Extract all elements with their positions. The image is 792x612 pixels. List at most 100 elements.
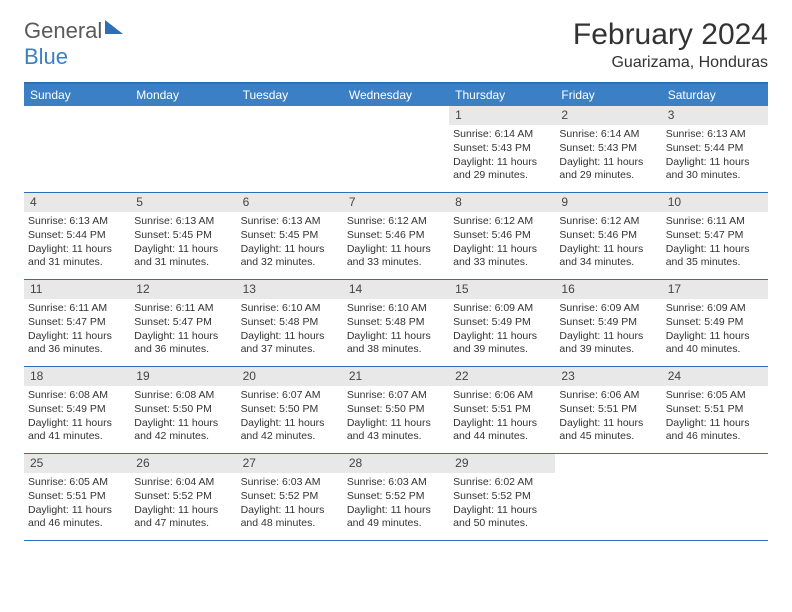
daylight-line: Daylight: 11 hours and 31 minutes. [28,243,126,269]
day-info: Sunrise: 6:14 AMSunset: 5:43 PMDaylight:… [453,128,551,183]
sunset-line: Sunset: 5:44 PM [28,229,126,242]
day-cell [24,106,130,192]
day-number: 10 [662,193,768,212]
sunrise-line: Sunrise: 6:06 AM [453,389,551,402]
sunset-line: Sunset: 5:47 PM [28,316,126,329]
day-number: 24 [662,367,768,386]
week-row: 18Sunrise: 6:08 AMSunset: 5:49 PMDayligh… [24,367,768,454]
day-number: 9 [555,193,661,212]
day-number: 19 [130,367,236,386]
week-row: 4Sunrise: 6:13 AMSunset: 5:44 PMDaylight… [24,193,768,280]
logo-text-gray: General [24,18,102,43]
daylight-line: Daylight: 11 hours and 48 minutes. [241,504,339,530]
sunrise-line: Sunrise: 6:03 AM [347,476,445,489]
sunset-line: Sunset: 5:50 PM [241,403,339,416]
weekday-label: Tuesday [237,84,343,106]
day-number: 26 [130,454,236,473]
sunrise-line: Sunrise: 6:12 AM [347,215,445,228]
day-info: Sunrise: 6:10 AMSunset: 5:48 PMDaylight:… [241,302,339,357]
day-cell: 28 Sunrise: 6:03 AMSunset: 5:52 PMDayligh… [343,454,449,540]
daylight-line: Daylight: 11 hours and 35 minutes. [666,243,764,269]
weeks-container: 1Sunrise: 6:14 AMSunset: 5:43 PMDaylight… [24,106,768,541]
day-number: 15 [449,280,555,299]
daylight-line: Daylight: 11 hours and 39 minutes. [559,330,657,356]
daylight-line: Daylight: 11 hours and 39 minutes. [453,330,551,356]
sunset-line: Sunset: 5:48 PM [347,316,445,329]
sunrise-line: Sunrise: 6:11 AM [666,215,764,228]
sunrise-line: Sunrise: 6:09 AM [666,302,764,315]
day-info: Sunrise: 6:12 AMSunset: 5:46 PMDaylight:… [453,215,551,270]
day-cell: 29Sunrise: 6:02 AMSunset: 5:52 PMDayligh… [449,454,555,540]
day-info: Sunrise: 6:02 AMSunset: 5:52 PMDaylight:… [453,476,551,531]
day-info: Sunrise: 6:05 AMSunset: 5:51 PMDaylight:… [666,389,764,444]
day-cell: 4Sunrise: 6:13 AMSunset: 5:44 PMDaylight… [24,193,130,279]
sunrise-line: Sunrise: 6:05 AM [666,389,764,402]
sunset-line: Sunset: 5:52 PM [453,490,551,503]
sunrise-line: Sunrise: 6:07 AM [347,389,445,402]
day-number: 28 [343,454,449,473]
daylight-line: Daylight: 11 hours and 44 minutes. [453,417,551,443]
week-row: 1Sunrise: 6:14 AMSunset: 5:43 PMDaylight… [24,106,768,193]
day-number: 16 [555,280,661,299]
day-cell: 13Sunrise: 6:10 AMSunset: 5:48 PMDayligh… [237,280,343,366]
daylight-line: Daylight: 11 hours and 30 minutes. [666,156,764,182]
day-number: 8 [449,193,555,212]
sunset-line: Sunset: 5:46 PM [347,229,445,242]
sunset-line: Sunset: 5:47 PM [134,316,232,329]
sunset-line: Sunset: 5:50 PM [134,403,232,416]
day-cell: 26Sunrise: 6:04 AMSunset: 5:52 PMDayligh… [130,454,236,540]
day-info: Sunrise: 6:11 AMSunset: 5:47 PMDaylight:… [666,215,764,270]
daylight-line: Daylight: 11 hours and 43 minutes. [347,417,445,443]
daylight-line: Daylight: 11 hours and 38 minutes. [347,330,445,356]
day-cell: 19Sunrise: 6:08 AMSunset: 5:50 PMDayligh… [130,367,236,453]
daylight-line: Daylight: 11 hours and 29 minutes. [559,156,657,182]
daylight-line: Daylight: 11 hours and 42 minutes. [241,417,339,443]
sunrise-line: Sunrise: 6:14 AM [559,128,657,141]
logo-text-blue: Blue [24,44,68,69]
day-info: Sunrise: 6:10 AMSunset: 5:48 PMDaylight:… [347,302,445,357]
sunset-line: Sunset: 5:49 PM [28,403,126,416]
day-info: Sunrise: 6:06 AMSunset: 5:51 PMDaylight:… [453,389,551,444]
day-number: 14 [343,280,449,299]
sunset-line: Sunset: 5:44 PM [666,142,764,155]
sunset-line: Sunset: 5:50 PM [347,403,445,416]
sunset-line: Sunset: 5:52 PM [347,490,445,503]
weekday-label: Monday [130,84,236,106]
day-cell: 20Sunrise: 6:07 AMSunset: 5:50 PMDayligh… [237,367,343,453]
day-info: Sunrise: 6:05 AMSunset: 5:51 PMDaylight:… [28,476,126,531]
day-cell: 3Sunrise: 6:13 AMSunset: 5:44 PMDaylight… [662,106,768,192]
sunset-line: Sunset: 5:46 PM [559,229,657,242]
day-cell: 9Sunrise: 6:12 AMSunset: 5:46 PMDaylight… [555,193,661,279]
day-number [343,106,449,125]
day-cell: 27Sunrise: 6:03 AMSunset: 5:52 PMDayligh… [237,454,343,540]
daylight-line: Daylight: 11 hours and 37 minutes. [241,330,339,356]
day-number: 23 [555,367,661,386]
sunset-line: Sunset: 5:49 PM [666,316,764,329]
daylight-line: Daylight: 11 hours and 33 minutes. [453,243,551,269]
sunrise-line: Sunrise: 6:07 AM [241,389,339,402]
sunset-line: Sunset: 5:49 PM [559,316,657,329]
location: Guarizama, Honduras [573,54,768,72]
day-cell: 5Sunrise: 6:13 AMSunset: 5:45 PMDaylight… [130,193,236,279]
day-cell: 22Sunrise: 6:06 AMSunset: 5:51 PMDayligh… [449,367,555,453]
day-number: 21 [343,367,449,386]
sunset-line: Sunset: 5:51 PM [453,403,551,416]
day-cell [662,454,768,540]
sunset-line: Sunset: 5:43 PM [559,142,657,155]
day-cell: 17Sunrise: 6:09 AMSunset: 5:49 PMDayligh… [662,280,768,366]
day-number: 6 [237,193,343,212]
day-info: Sunrise: 6:14 AMSunset: 5:43 PMDaylight:… [559,128,657,183]
daylight-line: Daylight: 11 hours and 46 minutes. [666,417,764,443]
month-title: February 2024 [573,18,768,52]
sunset-line: Sunset: 5:51 PM [559,403,657,416]
daylight-line: Daylight: 11 hours and 40 minutes. [666,330,764,356]
day-info: Sunrise: 6:03 AMSunset: 5:52 PMDaylight:… [347,476,445,531]
day-info: Sunrise: 6:11 AMSunset: 5:47 PMDaylight:… [134,302,232,357]
day-number: 7 [343,193,449,212]
day-cell [343,106,449,192]
sunrise-line: Sunrise: 6:10 AM [347,302,445,315]
logo: General Blue [24,18,123,70]
day-number: 27 [237,454,343,473]
day-cell [555,454,661,540]
daylight-line: Daylight: 11 hours and 47 minutes. [134,504,232,530]
